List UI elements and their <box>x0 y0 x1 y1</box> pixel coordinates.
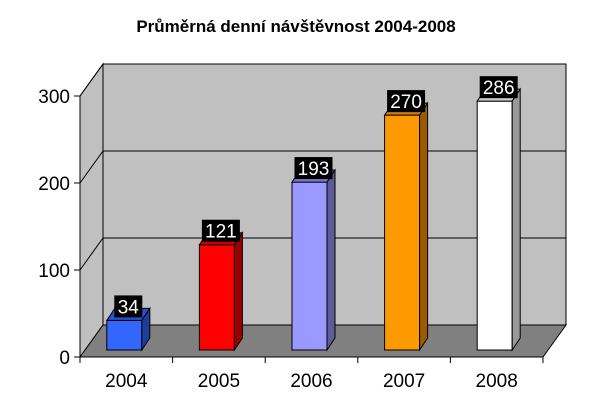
bar-2007 <box>383 101 429 352</box>
data-label-bg <box>201 219 240 242</box>
data-label-2008: 286 <box>479 76 518 99</box>
data-label-2004: 34 <box>114 295 143 318</box>
bar-2008 <box>476 87 522 352</box>
x-tick-label: 2006 <box>290 371 332 392</box>
y-tick-label: 100 <box>38 261 70 282</box>
y-tick-label: 300 <box>38 87 70 108</box>
bar-front <box>198 244 235 351</box>
bar-2005 <box>198 231 244 352</box>
data-label-2006: 193 <box>294 157 333 180</box>
x-axis-ticks: 2004 2005 2006 2007 2008 <box>105 371 518 392</box>
data-label-2007: 270 <box>387 90 426 113</box>
data-label: 193 <box>298 159 330 180</box>
data-label-bg <box>479 76 518 99</box>
bar-2006 <box>291 168 336 352</box>
bar-side <box>326 168 336 352</box>
bar-front <box>384 114 421 351</box>
side-wall <box>79 62 104 359</box>
data-label: 270 <box>390 92 422 113</box>
data-label-bg <box>387 90 426 113</box>
bar-side <box>233 231 243 352</box>
axes <box>74 95 544 363</box>
data-label-2005: 121 <box>201 219 240 243</box>
bar-front <box>476 100 513 351</box>
bar-front <box>291 181 328 351</box>
y-axis-ticks: 0 100 200 300 <box>38 87 70 369</box>
chart-title: Průměrná denní návštěvnost 2004-2008 <box>136 17 455 36</box>
bar-side <box>511 87 521 352</box>
gridline <box>79 63 566 97</box>
data-label-bg <box>114 295 143 318</box>
data-labels: 34 121 193 270 286 <box>114 76 518 318</box>
x-tick-label: 2007 <box>383 371 425 392</box>
data-label: 121 <box>205 222 237 243</box>
y-tick-label: 200 <box>38 174 70 195</box>
data-label: 286 <box>483 78 515 99</box>
y-tick-label: 0 <box>59 348 70 369</box>
x-tick-label: 2008 <box>476 371 518 392</box>
x-tick-label: 2004 <box>105 371 148 392</box>
bar-side <box>419 101 429 352</box>
data-label-bg <box>294 157 333 180</box>
x-tick-label: 2005 <box>198 371 240 392</box>
bar-front <box>106 319 143 351</box>
data-label: 34 <box>118 297 140 318</box>
bar-side <box>141 306 151 352</box>
